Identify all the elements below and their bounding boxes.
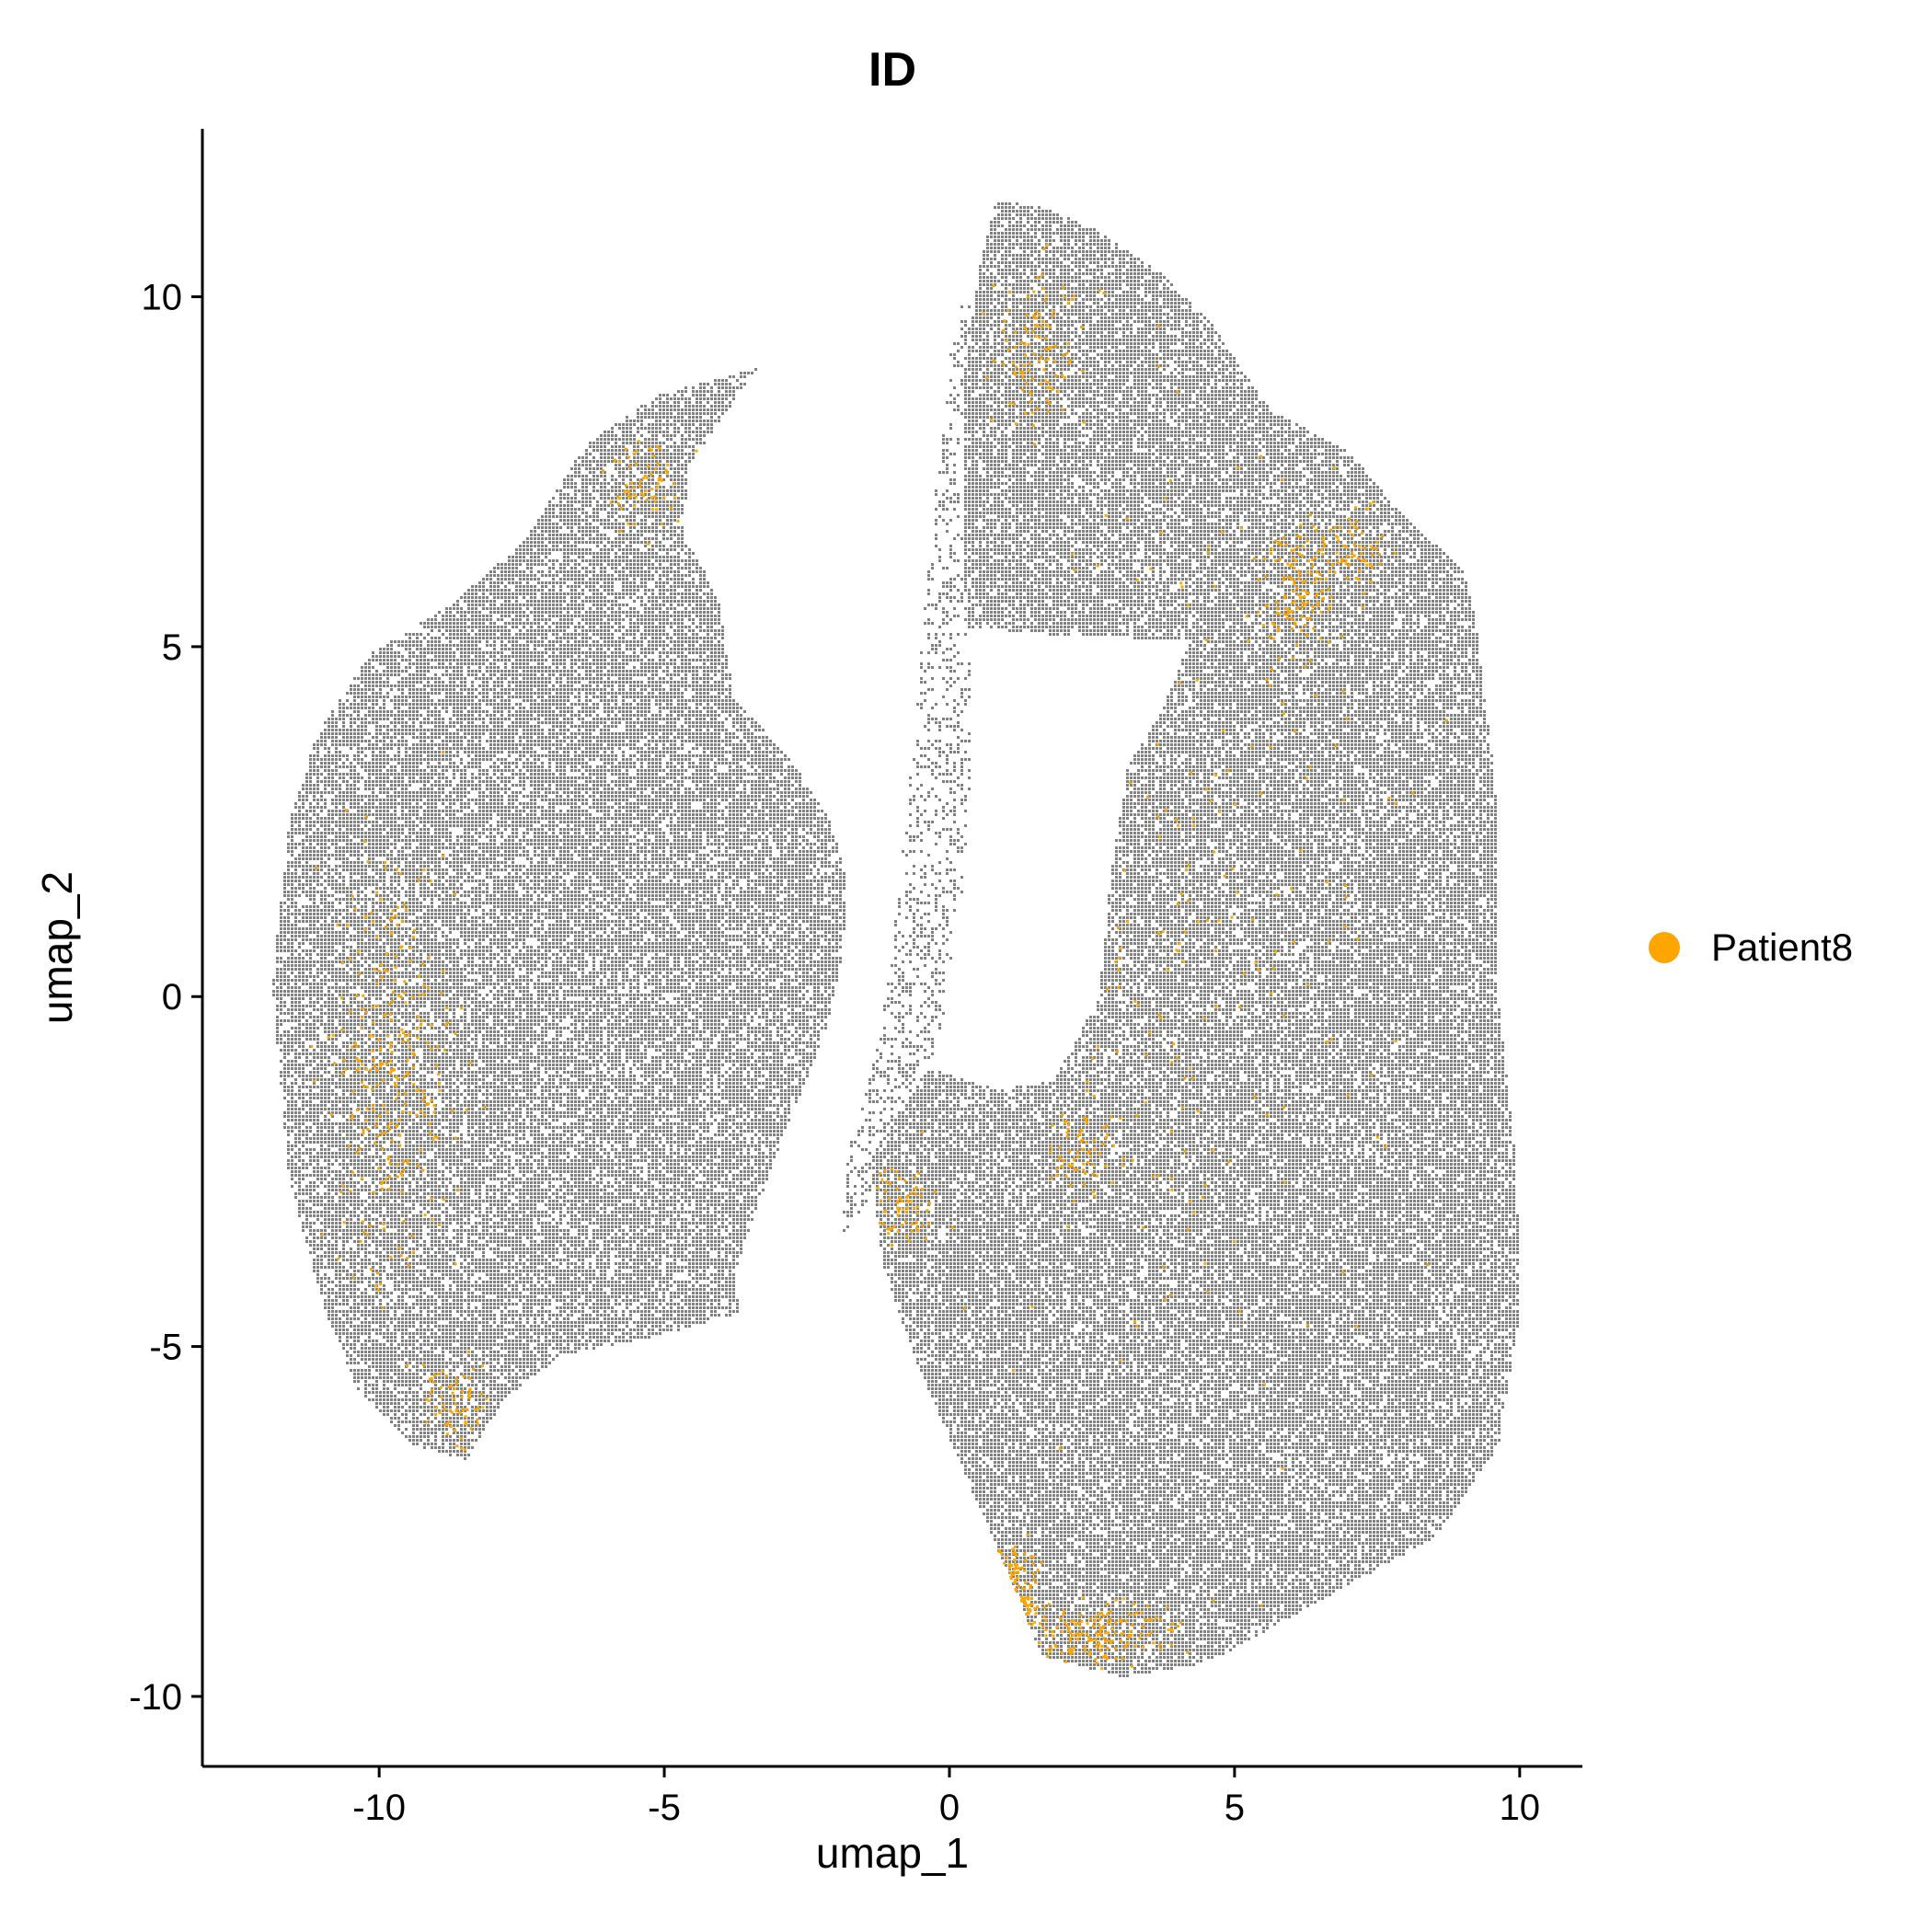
patient8-points bbox=[310, 243, 1448, 1671]
y-tick-label: -5 bbox=[149, 1328, 182, 1368]
y-axis-title: umap_2 bbox=[33, 871, 81, 1024]
axes bbox=[201, 129, 1582, 1768]
plot-title: ID bbox=[868, 43, 916, 97]
patient8-cell-group bbox=[602, 440, 698, 546]
y-tick-label: 5 bbox=[162, 627, 182, 668]
x-tick-label: 5 bbox=[1225, 1788, 1245, 1828]
legend: Patient8 bbox=[1649, 926, 1853, 970]
y-axis-ticks: -10 -5 0 5 10 bbox=[129, 278, 202, 1718]
patient8-cell-group bbox=[422, 1351, 489, 1452]
cell-points bbox=[272, 202, 1519, 1677]
x-axis-title: umap_1 bbox=[816, 1829, 969, 1877]
legend-label-patient8: Patient8 bbox=[1711, 926, 1854, 969]
legend-key-patient8 bbox=[1649, 932, 1680, 963]
x-tick-label: -5 bbox=[648, 1788, 681, 1828]
patient8-cell-group bbox=[1247, 477, 1364, 715]
grey-cell-cloud bbox=[272, 202, 1519, 1677]
x-tick-label: 0 bbox=[939, 1788, 960, 1828]
y-tick-label: 10 bbox=[142, 278, 183, 318]
x-tick-label: -10 bbox=[352, 1788, 406, 1828]
y-tick-label: 0 bbox=[162, 977, 182, 1018]
patient8-cell-group bbox=[1027, 1596, 1215, 1671]
y-tick-label: -10 bbox=[129, 1677, 182, 1718]
x-tick-label: 10 bbox=[1500, 1788, 1541, 1828]
x-axis-ticks: -10 -5 0 5 10 bbox=[352, 1766, 1540, 1828]
